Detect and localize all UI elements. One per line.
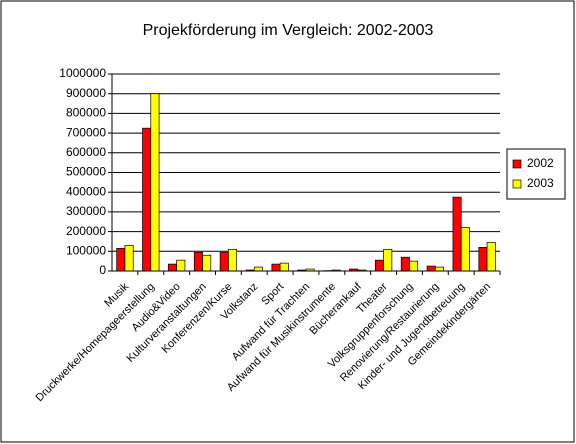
y-tick-label: 100000	[66, 243, 106, 257]
y-tick-label: 200000	[66, 224, 106, 238]
y-tick-label: 0	[99, 263, 106, 277]
bar	[219, 251, 229, 272]
y-tick-label: 800000	[66, 106, 106, 120]
legend-swatch	[512, 159, 522, 169]
bar	[142, 127, 152, 272]
y-tick-label: 700000	[66, 125, 106, 139]
y-tick-label: 300000	[66, 204, 106, 218]
y-tick-label: 900000	[66, 86, 106, 100]
legend-swatch	[512, 179, 522, 189]
bar	[228, 248, 238, 272]
legend-label: 2002	[527, 156, 554, 170]
bar	[124, 245, 134, 272]
bar	[116, 247, 126, 272]
y-tick-label: 500000	[66, 165, 106, 179]
bar	[452, 196, 462, 272]
chart-title: Projekförderung im Vergleich: 2002-2003	[143, 22, 434, 39]
bar	[460, 227, 470, 272]
y-tick-label: 400000	[66, 184, 106, 198]
bar	[409, 260, 419, 272]
bar	[383, 248, 393, 272]
bar	[279, 262, 289, 272]
bar	[202, 254, 212, 272]
bar	[150, 93, 160, 272]
bar	[253, 266, 263, 272]
bar	[176, 259, 186, 272]
bar	[478, 247, 488, 272]
legend-label: 2003	[527, 176, 554, 190]
bar	[168, 263, 178, 272]
legend-box	[506, 148, 566, 200]
bar	[426, 265, 436, 272]
bar	[193, 251, 203, 272]
bar	[374, 259, 384, 272]
y-tick-label: 600000	[66, 145, 106, 159]
bar	[271, 263, 281, 272]
bar	[434, 266, 444, 272]
y-tick-label: 1000000	[59, 66, 106, 80]
bar	[486, 242, 496, 272]
bar	[400, 256, 410, 272]
